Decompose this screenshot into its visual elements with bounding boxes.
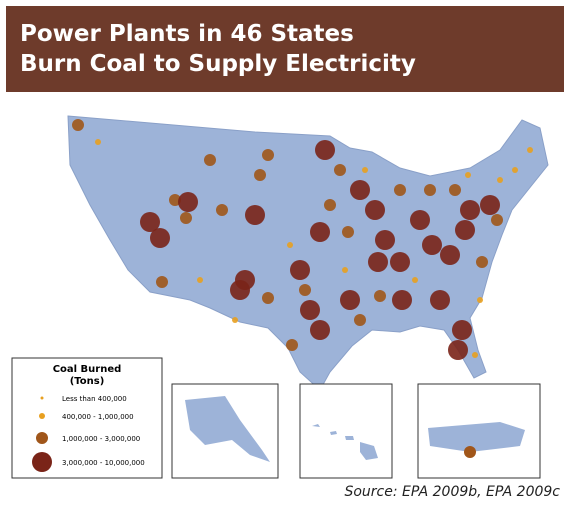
plant <box>477 297 483 303</box>
plant <box>180 212 192 224</box>
legend-symbol <box>36 432 48 444</box>
alaska <box>185 396 270 462</box>
plant <box>375 230 395 250</box>
plant <box>390 252 410 272</box>
plant <box>310 222 330 242</box>
plant <box>334 164 346 176</box>
plant <box>365 200 385 220</box>
plant <box>178 192 198 212</box>
plant <box>465 172 471 178</box>
us-outline <box>67 115 549 391</box>
plant <box>156 276 168 288</box>
plant <box>286 339 298 351</box>
plant <box>410 210 430 230</box>
plant <box>476 256 488 268</box>
title-line: Power Plants in 46 States <box>20 21 354 47</box>
title-banner: Power Plants in 46 States Burn Coal to S… <box>6 6 564 92</box>
plant <box>448 340 468 360</box>
plant <box>299 284 311 296</box>
plant <box>310 320 330 340</box>
plant <box>262 292 274 304</box>
plant <box>342 226 354 238</box>
plant <box>300 300 320 320</box>
plant <box>262 149 274 161</box>
plant <box>204 154 216 166</box>
legend-symbol <box>40 396 44 400</box>
plant <box>150 228 170 248</box>
plant <box>290 260 310 280</box>
plant <box>480 195 500 215</box>
plant <box>392 290 412 310</box>
plant <box>464 446 476 458</box>
plant <box>342 267 348 273</box>
plant <box>368 252 388 272</box>
plant <box>430 290 450 310</box>
plant <box>452 320 472 340</box>
plant <box>254 169 266 181</box>
legend-label: 3,000,000 - 10,000,000 <box>62 459 145 467</box>
plant <box>362 167 368 173</box>
plant <box>455 220 475 240</box>
plant <box>245 205 265 225</box>
legend-title: (Tons) <box>70 376 105 387</box>
plant <box>72 119 84 131</box>
legend-label: 400,000 - 1,000,000 <box>62 413 134 421</box>
legend-symbol <box>32 452 52 472</box>
plant <box>315 140 335 160</box>
hawaii <box>312 424 378 460</box>
map: Coal Burned (Tons) Less than 400,000 400… <box>11 115 549 479</box>
source: Source: EPA 2009b, EPA 2009c <box>344 484 560 500</box>
plant <box>287 242 293 248</box>
plant <box>460 200 480 220</box>
plant <box>340 290 360 310</box>
title-line: Burn Coal to Supply Electricity <box>20 51 416 77</box>
plant <box>140 212 160 232</box>
plant <box>512 167 518 173</box>
plant <box>440 245 460 265</box>
plant <box>491 214 503 226</box>
plant <box>354 314 366 326</box>
plant <box>95 139 101 145</box>
hawaii-inset <box>299 383 393 479</box>
plant <box>350 180 370 200</box>
plant <box>449 184 461 196</box>
plant <box>394 184 406 196</box>
plant <box>412 277 418 283</box>
plant <box>422 235 442 255</box>
legend-title: Coal Burned <box>53 364 122 375</box>
plant <box>324 199 336 211</box>
plant <box>374 290 386 302</box>
plant <box>230 280 250 300</box>
plant <box>527 147 533 153</box>
plant <box>169 194 181 206</box>
legend-label: Less than 400,000 <box>62 395 127 403</box>
plant <box>424 184 436 196</box>
plant <box>197 277 203 283</box>
plant <box>497 177 503 183</box>
plant <box>472 352 478 358</box>
plant <box>216 204 228 216</box>
legend-label: 1,000,000 - 3,000,000 <box>62 435 140 443</box>
legend-symbol <box>39 413 45 419</box>
puerto-rico <box>428 422 525 452</box>
plant <box>232 317 238 323</box>
